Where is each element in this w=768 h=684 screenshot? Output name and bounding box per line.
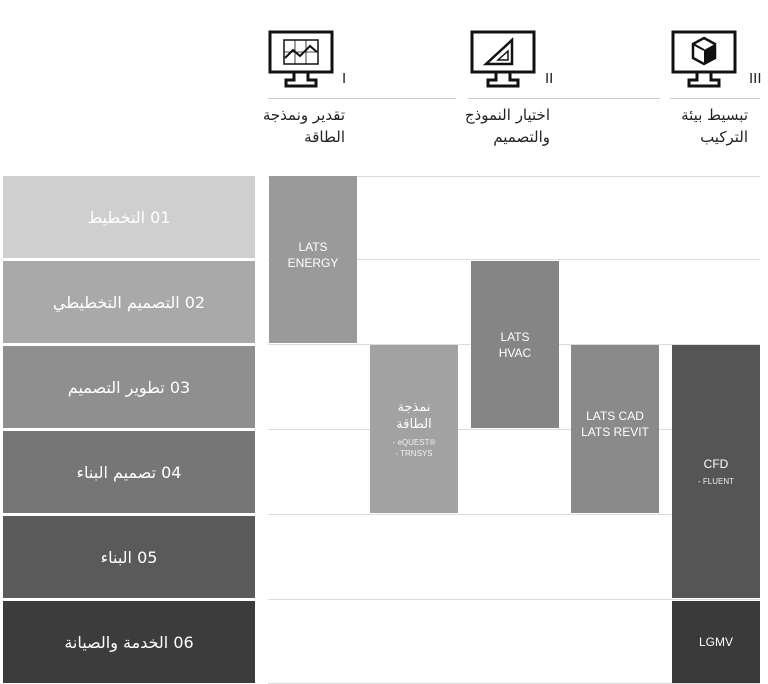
cube-monitor-icon: [671, 30, 737, 88]
phase-label: اختيار النموذج والتصميم: [464, 106, 550, 146]
stage-design-development: 03 تطوير التصميم: [3, 346, 255, 428]
tool-title: LGMV: [698, 635, 733, 649]
stage-label: 03 تطوير التصميم: [67, 377, 191, 397]
phase-label: تقدير ونمذجة الطاقة: [262, 106, 345, 146]
set-square-monitor-icon: [470, 30, 536, 88]
stage-construction-design: 04 تصميم البناء: [3, 431, 255, 513]
tool-cfd: CFD - FLUENT: [672, 345, 760, 598]
stage-label: 01 التخطيط: [87, 207, 171, 227]
phase-numeral: I: [342, 70, 347, 87]
tool-sub: - eQUEST®: [392, 438, 436, 447]
tool-lats-cad-revit: LATS CAD LATS REVIT: [571, 345, 659, 513]
tool-lgmv: LGMV: [672, 601, 760, 683]
stage-label: 02 التصميم التخطيطي: [52, 292, 206, 312]
phase-numeral: II: [545, 70, 554, 87]
chart-monitor-icon: [268, 30, 334, 88]
tool-title: CFD: [703, 457, 729, 471]
stage-label: 05 البناء: [100, 547, 158, 567]
tool-title: نمذجة الطاقة: [396, 400, 432, 432]
divider: [670, 98, 760, 99]
stage-construction: 05 البناء: [3, 516, 255, 598]
tool-title: LATS CAD LATS REVIT: [581, 409, 649, 439]
tool-title: LATS ENERGY: [287, 239, 339, 270]
stage-service-maintenance: 06 الخدمة والصيانة: [3, 601, 255, 683]
grid-line: [268, 599, 760, 600]
divider: [468, 98, 660, 99]
tool-sub: - TRNSYS: [395, 449, 433, 458]
grid-line: [268, 429, 760, 430]
stage-schematic-design: 02 التصميم التخطيطي: [3, 261, 255, 343]
grid-line: [268, 259, 760, 260]
divider: [268, 98, 456, 99]
tool-energy-modeling: نمذجة الطاقة - eQUEST® - TRNSYS: [370, 345, 458, 513]
tool-title: LATS HVAC: [498, 329, 532, 360]
grid-line: [268, 514, 760, 515]
tool-lats-energy: LATS ENERGY: [269, 176, 357, 343]
phase-numeral: III: [749, 70, 762, 87]
stage-label: 04 تصميم البناء: [76, 462, 182, 482]
tool-lats-hvac: LATS HVAC: [471, 261, 559, 428]
stage-planning: 01 التخطيط: [3, 176, 255, 258]
stage-label: 06 الخدمة والصيانة: [64, 632, 194, 652]
grid-line: [268, 176, 760, 177]
tool-sub: - FLUENT: [698, 477, 734, 486]
phase-label: تبسيط بيئة التركيب: [681, 106, 748, 146]
